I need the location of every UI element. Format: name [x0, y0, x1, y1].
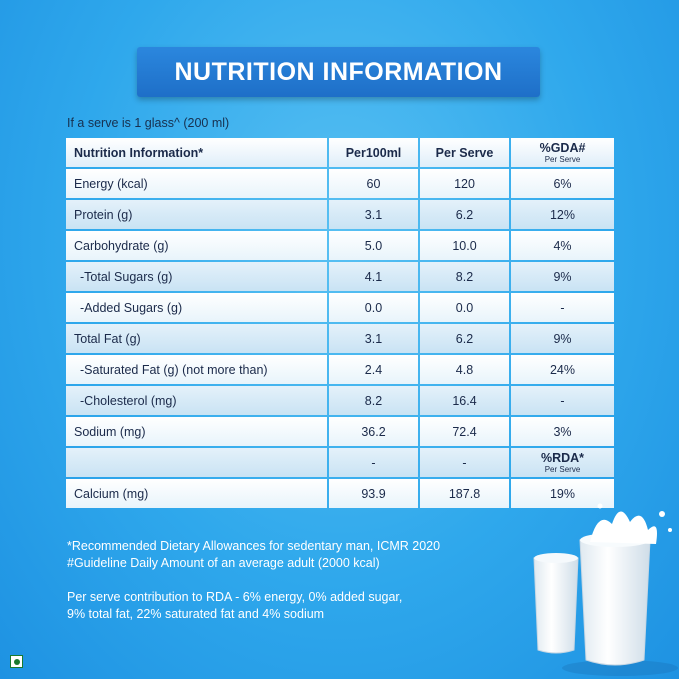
- footnote-rda: *Recommended Dietary Allowances for sede…: [67, 539, 441, 553]
- row-perserve: 72.4: [420, 417, 509, 446]
- row-per100: 4.1: [329, 262, 418, 291]
- row-perserve: 10.0: [420, 231, 509, 260]
- row-name: Protein (g): [66, 200, 327, 229]
- nutrition-table: Nutrition Information* Per100ml Per Serv…: [66, 138, 614, 510]
- table-row: - - %RDA* Per Serve: [66, 448, 614, 477]
- row-per100: 0.0: [329, 293, 418, 322]
- table-row: -Added Sugars (g) 0.0 0.0 -: [66, 293, 614, 322]
- row-name: Carbohydrate (g): [66, 231, 327, 260]
- row-name: [66, 448, 327, 477]
- row-pct: 3%: [511, 417, 614, 446]
- header-per-serve: Per Serve: [420, 138, 509, 167]
- row-pct: 9%: [511, 324, 614, 353]
- row-pct: -: [511, 386, 614, 415]
- table-row: -Saturated Fat (g) (not more than) 2.4 4…: [66, 355, 614, 384]
- footnote-contribution-2: 9% total fat, 22% saturated fat and 4% s…: [67, 607, 325, 621]
- footnote-gda: #Guideline Daily Amount of an average ad…: [67, 556, 380, 570]
- row-perserve: 0.0: [420, 293, 509, 322]
- row-per100: -: [329, 448, 418, 477]
- row-name: -Saturated Fat (g) (not more than): [66, 355, 327, 384]
- row-pct: 12%: [511, 200, 614, 229]
- row-per100: 5.0: [329, 231, 418, 260]
- table-row: Protein (g) 3.1 6.2 12%: [66, 200, 614, 229]
- row-perserve: 187.8: [420, 479, 509, 508]
- header-gda-sub: Per Serve: [544, 154, 581, 164]
- row-perserve: 8.2: [420, 262, 509, 291]
- row-name: -Cholesterol (mg): [66, 386, 327, 415]
- row-per100: 36.2: [329, 417, 418, 446]
- rda-sub: Per Serve: [544, 464, 581, 474]
- table-row: -Total Sugars (g) 4.1 8.2 9%: [66, 262, 614, 291]
- row-name: Total Fat (g): [66, 324, 327, 353]
- row-per100: 3.1: [329, 324, 418, 353]
- row-pct: -: [511, 293, 614, 322]
- row-name: -Added Sugars (g): [66, 293, 327, 322]
- milk-glasses-image: [533, 503, 678, 676]
- table-row: Calcium (mg) 93.9 187.8 19%: [66, 479, 614, 508]
- row-per100: 8.2: [329, 386, 418, 415]
- row-name: Sodium (mg): [66, 417, 327, 446]
- row-perserve: 4.8: [420, 355, 509, 384]
- row-perserve: 120: [420, 169, 509, 198]
- row-pct: 6%: [511, 169, 614, 198]
- table-row: -Cholesterol (mg) 8.2 16.4 -: [66, 386, 614, 415]
- header-gda-label: %GDA#: [539, 140, 586, 155]
- title-banner: NUTRITION INFORMATION: [137, 47, 540, 97]
- row-name: Calcium (mg): [66, 479, 327, 508]
- table-row: Energy (kcal) 60 120 6%: [66, 169, 614, 198]
- footnote-contribution-1: Per serve contribution to RDA - 6% energ…: [67, 590, 403, 604]
- table-row: Sodium (mg) 36.2 72.4 3%: [66, 417, 614, 446]
- row-perserve: -: [420, 448, 509, 477]
- row-per100: 2.4: [329, 355, 418, 384]
- header-nutrition-information: Nutrition Information*: [66, 138, 327, 167]
- row-name: -Total Sugars (g): [66, 262, 327, 291]
- table-header-row: Nutrition Information* Per100ml Per Serv…: [66, 138, 614, 167]
- row-per100: 3.1: [329, 200, 418, 229]
- row-pct: 4%: [511, 231, 614, 260]
- table-row: Carbohydrate (g) 5.0 10.0 4%: [66, 231, 614, 260]
- serve-note: If a serve is 1 glass^ (200 ml): [67, 116, 230, 130]
- row-pct: 24%: [511, 355, 614, 384]
- row-name: Energy (kcal): [66, 169, 327, 198]
- row-per100: 93.9: [329, 479, 418, 508]
- header-gda: %GDA# Per Serve: [511, 138, 614, 167]
- row-pct: 19%: [511, 479, 614, 508]
- row-pct: 9%: [511, 262, 614, 291]
- row-perserve: 6.2: [420, 200, 509, 229]
- table-row: Total Fat (g) 3.1 6.2 9%: [66, 324, 614, 353]
- rda-label: %RDA*: [540, 450, 585, 465]
- header-per100ml: Per100ml: [329, 138, 418, 167]
- page-title: NUTRITION INFORMATION: [174, 57, 503, 86]
- row-perserve: 6.2: [420, 324, 509, 353]
- rda-header: %RDA* Per Serve: [511, 448, 614, 477]
- row-per100: 60: [329, 169, 418, 198]
- row-perserve: 16.4: [420, 386, 509, 415]
- veg-mark-icon: [10, 655, 23, 668]
